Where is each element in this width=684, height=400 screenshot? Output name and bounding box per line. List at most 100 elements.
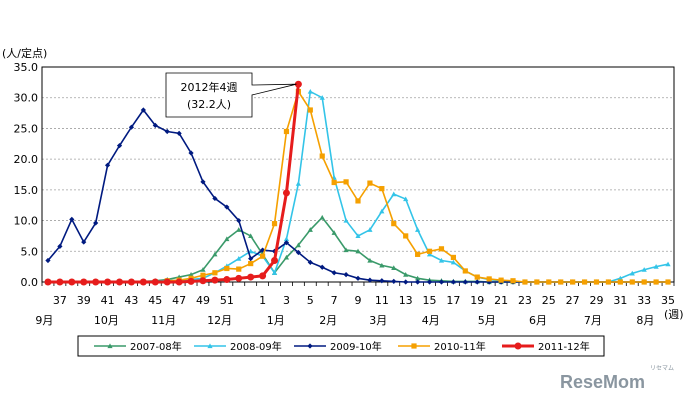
data-point [69, 216, 75, 222]
data-point [665, 279, 671, 285]
data-point [319, 95, 325, 100]
data-point [200, 179, 206, 185]
data-point [426, 248, 433, 254]
data-point [415, 251, 421, 257]
watermark-logo: ReseMom リセマム [560, 365, 674, 392]
y-tick-label: 30.0 [14, 92, 39, 105]
data-point [438, 246, 445, 252]
data-point [558, 279, 564, 285]
data-point [139, 278, 147, 286]
data-point [188, 150, 194, 156]
data-point [426, 279, 433, 285]
data-point [391, 278, 397, 284]
data-point [653, 279, 659, 285]
x-tick-label: 51 [220, 294, 234, 307]
x-tick-label: 3 [283, 294, 290, 307]
data-point [355, 275, 361, 281]
data-point [653, 264, 659, 269]
legend-label: 2008-09年 [230, 340, 282, 353]
x-tick-label: 35 [661, 294, 675, 307]
data-point [248, 260, 254, 267]
watermark-brand: ReseMom [560, 372, 645, 392]
data-point [331, 270, 337, 276]
data-point [426, 251, 433, 257]
data-point [367, 180, 373, 186]
data-point [307, 343, 313, 349]
data-point [140, 107, 146, 113]
data-point [331, 179, 337, 186]
data-point [188, 272, 194, 277]
data-point [629, 279, 635, 285]
data-point [224, 204, 230, 210]
data-point [438, 279, 445, 285]
data-point [104, 278, 112, 286]
y-tick-label: 20.0 [14, 153, 39, 166]
x-tick-label: 33 [637, 294, 651, 307]
month-label: 6月 [529, 314, 547, 327]
data-point [534, 279, 540, 285]
data-point [391, 191, 397, 197]
data-point [403, 279, 409, 285]
y-tick-label: 0.0 [21, 276, 39, 289]
data-point [367, 277, 373, 283]
data-point [546, 279, 552, 285]
x-tick-label: 25 [542, 294, 556, 307]
x-tick-label: 49 [196, 294, 210, 307]
data-point [605, 279, 612, 285]
data-point [343, 179, 349, 185]
data-point [641, 279, 647, 285]
peak-annotation: 2012年4週 (32.2人) [165, 72, 297, 118]
x-tick-label: 29 [589, 294, 603, 307]
data-point [260, 253, 266, 259]
data-point [438, 257, 445, 263]
month-label: 10月 [94, 314, 119, 327]
x-tick-label: 9 [355, 294, 362, 307]
legend-label: 2007-08年 [130, 340, 182, 353]
data-point [391, 265, 397, 270]
data-point [355, 198, 361, 204]
data-point [617, 279, 623, 285]
data-point [307, 227, 313, 232]
data-point [151, 278, 159, 286]
data-point [128, 124, 135, 130]
data-point [295, 249, 301, 256]
data-point [224, 265, 230, 272]
data-point [403, 272, 409, 277]
chart-legend: 2007-08年 2008-09年 2009-10年 2010-11年 2011-12年 [77, 335, 605, 357]
data-point [212, 195, 218, 202]
data-point [223, 276, 231, 284]
series-line [47, 84, 300, 284]
x-tick-label: 31 [613, 294, 627, 307]
data-point [367, 227, 373, 232]
y-axis-unit-label: (人/定点) [2, 46, 47, 60]
month-label: 8月 [636, 314, 654, 327]
data-point [236, 266, 242, 272]
legend-label: 2010-11年 [434, 340, 486, 353]
data-point [236, 227, 242, 232]
y-axis-ticks: 0.0 5.0 10.0 15.0 20.0 25.0 30.0 35.0 [14, 61, 39, 289]
data-point [175, 278, 183, 286]
data-point [271, 221, 278, 227]
x-tick-label: 37 [53, 294, 67, 307]
data-point [319, 153, 325, 159]
month-label: 4月 [422, 314, 440, 327]
annotation-box [165, 72, 297, 118]
data-point [200, 272, 206, 278]
data-point [283, 254, 290, 260]
data-point [248, 233, 254, 239]
x-tick-label: 17 [446, 294, 460, 307]
data-point [44, 278, 52, 286]
data-point [235, 274, 243, 282]
data-point [68, 278, 76, 286]
plot-frame [41, 66, 675, 283]
x-axis-month-labels: 9月 10月 11月 12月 1月 2月 3月 4月 5月 6月 7月 8月 [35, 314, 654, 327]
data-point [152, 122, 158, 128]
data-point [307, 259, 313, 265]
data-point [211, 276, 219, 284]
data-point [343, 272, 349, 278]
data-point [116, 143, 123, 149]
data-point [207, 343, 213, 349]
data-point [81, 239, 87, 245]
data-point [259, 272, 267, 280]
